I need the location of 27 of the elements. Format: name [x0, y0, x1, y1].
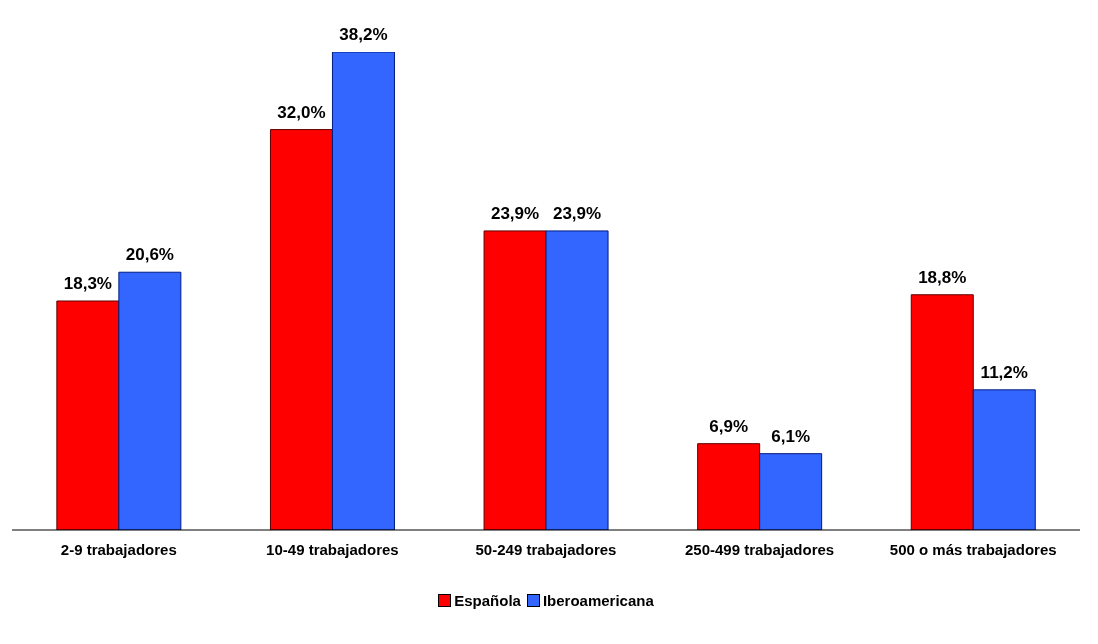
- bar: [118, 271, 182, 530]
- bar: [910, 294, 974, 530]
- bar: [331, 52, 395, 530]
- data-label: 32,0%: [277, 102, 326, 122]
- x-tick-label: 50-249 trabajadores: [475, 540, 617, 558]
- data-label: 23,9%: [490, 203, 540, 223]
- data-label: 23,9%: [552, 203, 602, 223]
- legend-label: Española: [453, 592, 521, 609]
- x-tick-label: 10-49 trabajadores: [266, 540, 399, 558]
- x-tick-label: 500 o más trabajadores: [889, 540, 1057, 558]
- data-label: 6,1%: [771, 426, 811, 446]
- bar: [56, 300, 120, 530]
- data-label: 11,2%: [980, 362, 1028, 382]
- data-label: 18,3%: [63, 274, 112, 294]
- x-tick-label: 250-499 trabajadores: [684, 540, 835, 558]
- x-tick-label: 2-9 trabajadores: [60, 540, 177, 558]
- bar: [269, 129, 333, 530]
- data-label: 20,6%: [125, 245, 174, 265]
- data-label: 18,8%: [918, 267, 967, 287]
- bar: [759, 453, 823, 530]
- data-label: 6,9%: [709, 416, 749, 436]
- bar: [697, 443, 761, 530]
- bar: [545, 230, 609, 530]
- legend-label: Iberoamericana: [541, 592, 654, 609]
- bar: [483, 230, 547, 530]
- data-label: 38,2%: [339, 25, 388, 44]
- bar: [972, 389, 1036, 530]
